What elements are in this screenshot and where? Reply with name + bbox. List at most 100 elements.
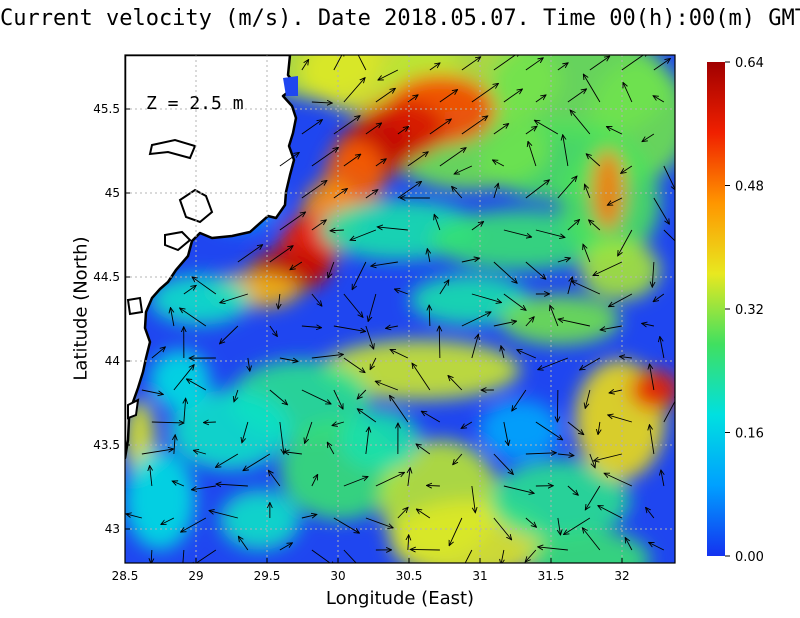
velocity-arrow	[607, 127, 623, 135]
velocity-arrow	[593, 261, 623, 275]
velocity-arrow	[650, 364, 655, 391]
velocity-arrow	[525, 180, 549, 199]
velocity-arrow	[220, 325, 239, 344]
velocity-arrow	[301, 515, 317, 518]
velocity-arrow	[370, 357, 377, 369]
velocity-arrow	[623, 83, 633, 103]
velocity-arrow	[559, 319, 590, 327]
y-tick-label: 44	[105, 354, 120, 368]
velocity-arrow	[618, 229, 633, 256]
velocity-arrow	[192, 485, 216, 490]
y-tick-label: 45.5	[93, 102, 120, 116]
colorbar-tick-label: 0.48	[735, 180, 764, 195]
velocity-arrow	[589, 453, 595, 467]
velocity-arrow	[585, 389, 591, 408]
velocity-arrow	[279, 357, 298, 361]
velocity-arrow	[290, 261, 303, 269]
velocity-arrow	[397, 508, 408, 519]
velocity-arrow	[493, 261, 517, 283]
velocity-arrow	[311, 293, 322, 306]
velocity-arrow	[427, 249, 429, 263]
y-axis-label: Latitude (North)	[70, 236, 92, 381]
velocity-arrow	[586, 154, 601, 167]
velocity-arrow	[365, 427, 369, 455]
velocity-arrow	[471, 485, 475, 512]
y-tick-label: 43.5	[93, 438, 120, 452]
velocity-arrow	[239, 537, 249, 551]
velocity-arrow	[279, 153, 299, 167]
velocity-arrow	[301, 60, 308, 71]
velocity-arrow	[493, 160, 505, 167]
velocity-arrow	[311, 102, 332, 103]
speed-patch	[580, 240, 660, 300]
x-tick-label: 29.5	[254, 569, 281, 583]
velocity-arrow	[621, 165, 633, 173]
velocity-arrow	[572, 281, 601, 295]
velocity-arrow	[204, 422, 216, 423]
velocity-arrow	[343, 477, 368, 487]
colorbar	[707, 62, 725, 556]
velocity-arrow	[455, 165, 473, 174]
velocity-arrow	[407, 152, 428, 167]
velocity-arrow	[586, 485, 601, 510]
velocity-arrow	[343, 154, 361, 167]
velocity-arrow	[493, 124, 509, 135]
x-tick-label: 30	[330, 569, 345, 583]
velocity-arrow	[376, 381, 399, 391]
grid-lines	[125, 55, 675, 563]
velocity-arrow	[395, 289, 409, 295]
velocity-arrow	[660, 337, 665, 359]
y-tick-label: 44.5	[93, 270, 120, 284]
speed-patch	[320, 340, 520, 400]
velocity-arrow	[412, 364, 431, 391]
velocity-arrow	[493, 453, 513, 474]
speed-patch	[490, 460, 630, 540]
velocity-arrow	[493, 321, 516, 327]
velocity-arrow	[663, 165, 675, 190]
velocity-arrow	[429, 305, 430, 327]
x-tick-label: 31	[472, 569, 487, 583]
velocity-arrow	[598, 421, 600, 434]
velocity-arrow	[649, 543, 665, 551]
velocity-arrow	[439, 280, 449, 295]
velocity-arrow	[601, 325, 622, 330]
velocity-arrow	[375, 89, 395, 103]
velocity-arrow	[625, 538, 633, 551]
velocity-arrow	[589, 56, 609, 71]
velocity-arrow	[237, 245, 262, 263]
velocity-arrow	[194, 450, 206, 454]
x-axis-ticks: 28.5 29 29.5 30 30.5 31 31.5 32	[112, 558, 630, 583]
velocity-arrow	[564, 517, 591, 534]
velocity-arrow	[161, 517, 175, 524]
velocity-arrow	[422, 411, 441, 423]
velocity-arrow	[279, 212, 305, 231]
velocity-arrow	[192, 277, 217, 295]
x-tick-label: 29	[188, 569, 203, 583]
velocity-arrow	[448, 376, 463, 391]
velocity-arrow	[234, 389, 238, 401]
velocity-arrow	[184, 399, 186, 423]
velocity-arrow	[269, 389, 287, 405]
velocity-arrow	[663, 394, 675, 423]
velocity-arrow	[653, 96, 665, 103]
velocity-arrow	[525, 453, 556, 454]
velocity-arrow	[608, 415, 633, 423]
y-tick-label: 45	[105, 186, 120, 200]
velocity-arrow	[279, 421, 284, 454]
velocity-arrow	[397, 127, 408, 135]
velocity-arrow	[461, 116, 488, 135]
velocity-arrow	[609, 293, 633, 306]
x-tick-label: 32	[614, 569, 629, 583]
velocity-arrow	[525, 126, 537, 135]
colorbar-ticks: 0.00 0.16 0.32 0.48 0.64	[725, 56, 764, 565]
velocity-arrow	[311, 549, 335, 563]
velocity-arrow	[585, 185, 591, 199]
velocity-arrow	[567, 220, 579, 231]
velocity-arrow	[332, 422, 345, 425]
velocity-arrow	[471, 293, 501, 302]
velocity-arrow	[269, 471, 281, 487]
velocity-arrow	[461, 312, 491, 327]
velocity-arrow	[311, 354, 343, 359]
velocity-arrow	[358, 409, 377, 423]
